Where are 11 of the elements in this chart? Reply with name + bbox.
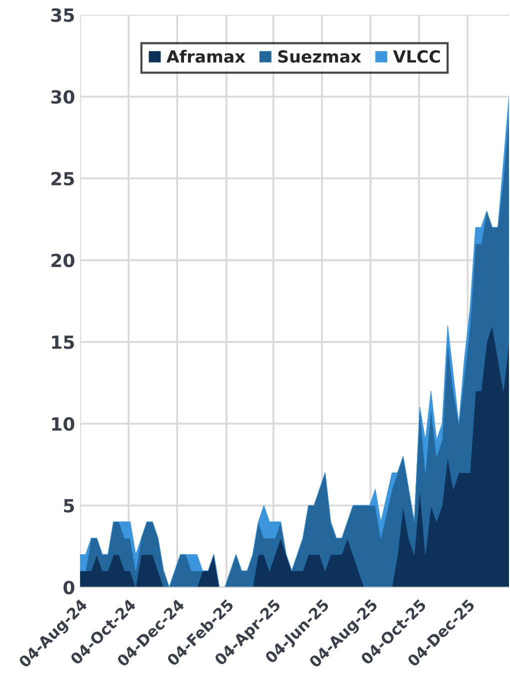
y-tick-label: 10 [52,417,74,431]
y-tick-label: 5 [64,499,74,513]
y-tick-label: 30 [51,90,74,104]
y-tick-label: 15 [52,336,74,350]
y-tick-label: 0 [64,580,74,594]
y-tick-label: 25 [52,172,74,186]
legend-label: Suezmax [278,50,362,63]
legend-label: Aframax [166,50,246,63]
legend-label: VLCC [393,50,440,63]
y-tick-label: 20 [52,254,74,268]
y-tick-label: 35 [51,8,74,22]
